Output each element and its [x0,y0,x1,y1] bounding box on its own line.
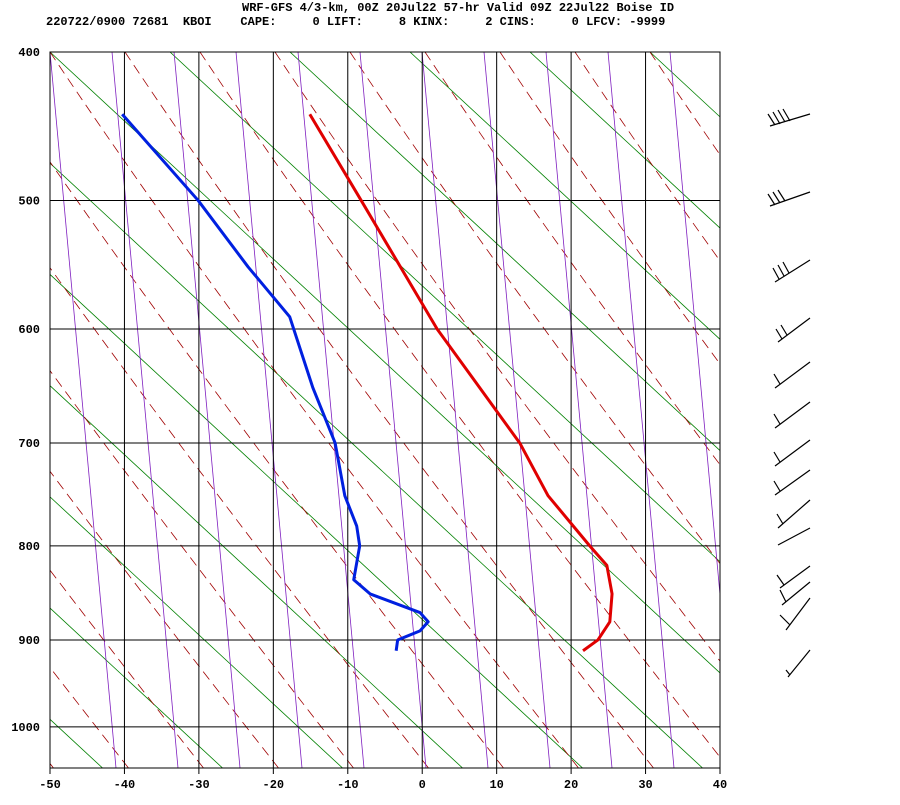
adiabat-line [289,52,720,452]
adiabat-line [169,52,720,563]
moist-adiabat-line [50,267,430,768]
mixing-ratio-line [235,52,303,768]
wind-barbs [767,108,811,678]
adiabat-line [50,718,104,768]
moist-adiabat-line [875,52,900,800]
adiabat-line [0,52,30,800]
sounding-line [121,113,430,651]
traces [121,113,614,652]
x-tick-label: 10 [489,778,503,792]
moist-adiabat-line [274,52,720,662]
moist-adiabat-line [50,666,130,768]
adiabat-line [50,385,464,768]
moist-adiabat-line [50,569,205,768]
x-tick-label: 20 [564,778,578,792]
mixing-ratio-line [297,52,365,768]
moist-adiabat-line [649,52,720,156]
adiabat-line [770,52,900,800]
x-tick-label: -50 [39,778,61,792]
adiabat-line [529,52,720,229]
moist-adiabat-line [50,370,355,768]
moist-adiabat-line [50,52,580,768]
chart-title: WRF-GFS 4/3-km, 00Z 20Jul22 57-hr Valid … [242,1,674,15]
y-tick-label: 900 [18,634,40,648]
y-tick-label: 500 [18,194,40,208]
adiabat-line [50,496,344,768]
y-tick-label: 600 [18,323,40,337]
adiabat-line [50,607,224,768]
plot-frame [49,51,721,769]
y-tick-label: 400 [18,46,40,60]
mixing-ratio-line [607,52,675,768]
mixing-ratio-line [173,52,241,768]
x-tick-label: -20 [263,778,285,792]
y-tick-label: 1000 [11,721,40,735]
moist-adiabat-line [50,470,280,768]
moist-adiabat-line [800,52,900,800]
adiabat-line [50,162,704,768]
sounding-line [308,113,614,652]
x-tick-label: 0 [419,778,426,792]
x-tick-label: 30 [638,778,652,792]
moist-adiabat-line [50,161,505,768]
x-tick-label: -10 [337,778,359,792]
chart-subtitle: 220722/0900 72681 KBOI CAPE: 0 LIFT: 8 K… [46,15,665,29]
x-tick-label: 40 [713,778,727,792]
mixing-ratio-line [483,52,551,768]
mixing-ratio-line [545,52,613,768]
moist-adiabat-line [0,52,10,800]
y-tick-label: 800 [18,540,40,554]
mixing-ratio-line [732,52,798,768]
adiabat-line [409,52,720,340]
x-tick-label: -30 [188,778,210,792]
moist-adiabat-line [574,52,720,262]
adiabat-line [890,52,900,800]
mixing-ratio-line [421,52,489,768]
y-tick-label: 700 [18,437,40,451]
background-lines [0,52,900,800]
moist-adiabat-line [499,52,720,365]
mixing-ratio-line [111,52,179,768]
grid: 400 500 600 700 800 900 1000 -50 -40 -30 -20 -10 0 10… [11,46,727,792]
x-tick-label: -40 [114,778,136,792]
adiabat-line [50,52,720,674]
adiabat-line [649,52,720,118]
moist-adiabat-line [124,52,655,768]
moist-adiabat-line [725,52,900,800]
adiabat-line [50,273,584,768]
moist-adiabat-line [199,52,720,758]
mixing-ratio-line [50,52,117,768]
mixing-ratio-line [359,52,427,768]
mixing-ratio-line [669,52,720,599]
moist-adiabat-line [50,762,55,768]
